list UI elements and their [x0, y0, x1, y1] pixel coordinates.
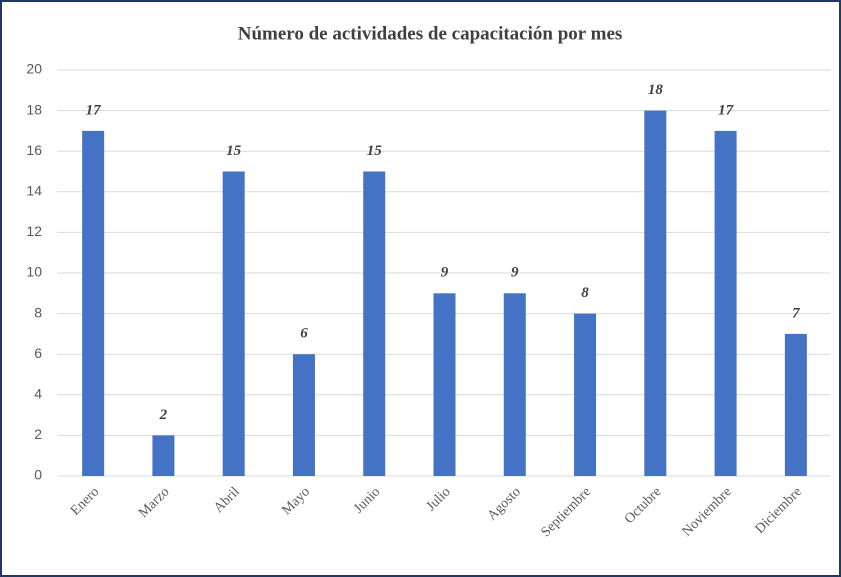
- y-tick-label: 20: [26, 61, 42, 77]
- y-tick-label: 12: [26, 223, 42, 239]
- y-tick-label: 16: [26, 142, 42, 158]
- bar: [644, 110, 667, 476]
- data-label: 18: [648, 82, 664, 98]
- data-label: 15: [367, 143, 383, 159]
- y-tick-label: 18: [26, 101, 42, 117]
- y-tick-label: 8: [34, 304, 42, 320]
- y-tick-label: 10: [26, 264, 42, 280]
- bar: [574, 313, 597, 476]
- bar: [433, 293, 456, 476]
- bar: [152, 435, 175, 476]
- bar: [292, 354, 315, 476]
- bar: [503, 293, 526, 476]
- data-label: 15: [226, 143, 242, 159]
- data-label: 8: [581, 285, 589, 301]
- bar: [363, 171, 386, 476]
- bar: [784, 333, 807, 476]
- data-label: 9: [511, 265, 519, 281]
- y-tick-label: 2: [34, 426, 42, 442]
- chart-title: Número de actividades de capacitación po…: [238, 23, 623, 44]
- bar: [222, 171, 245, 476]
- y-tick-label: 14: [26, 183, 42, 199]
- bar: [82, 130, 105, 476]
- y-tick-label: 4: [34, 386, 42, 402]
- bar: [714, 130, 737, 476]
- y-tick-label: 6: [34, 345, 42, 361]
- data-label: 6: [300, 326, 308, 342]
- data-label: 17: [86, 102, 102, 118]
- data-label: 2: [159, 407, 168, 423]
- data-label: 17: [718, 102, 734, 118]
- data-label: 7: [792, 305, 800, 321]
- y-tick-label: 0: [34, 467, 42, 483]
- data-label: 9: [441, 265, 449, 281]
